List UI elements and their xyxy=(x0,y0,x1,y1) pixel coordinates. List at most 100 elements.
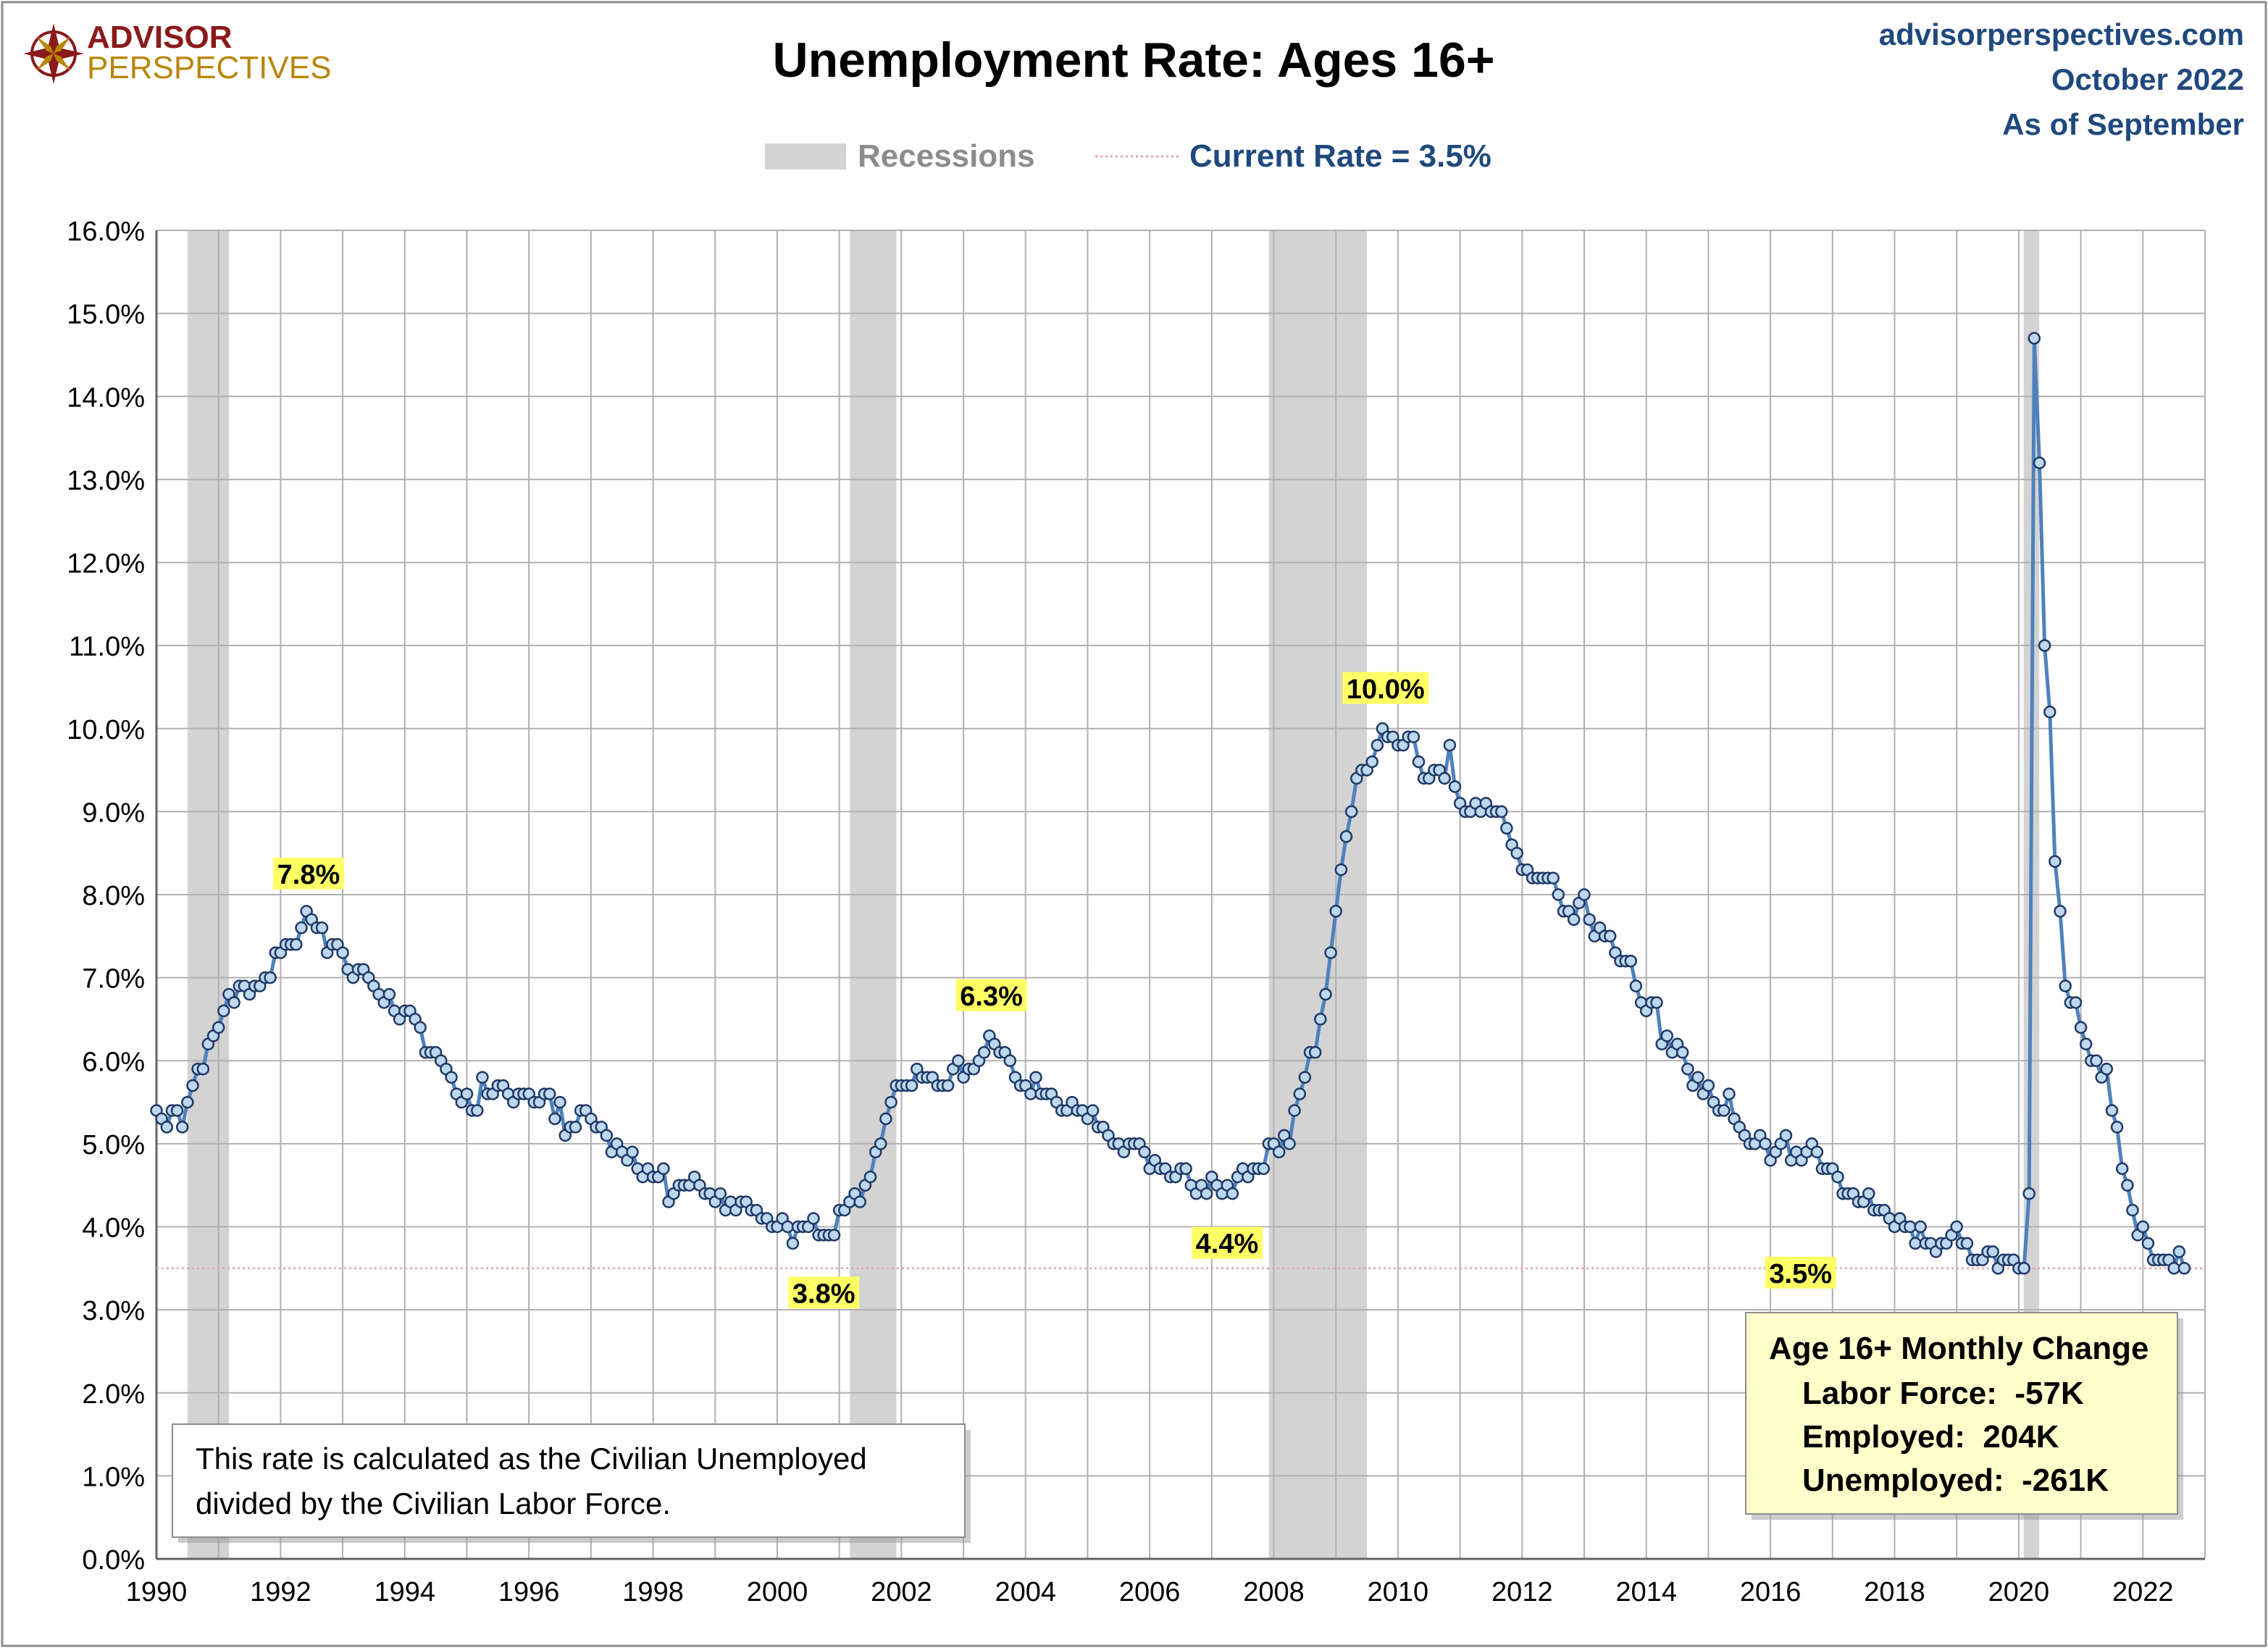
data-point xyxy=(781,1220,795,1234)
data-point xyxy=(1779,1129,1793,1142)
y-tick-label: 10.0% xyxy=(67,715,145,745)
data-point xyxy=(1960,1237,1974,1250)
data-point xyxy=(977,1046,991,1059)
x-tick-label: 2008 xyxy=(1243,1577,1305,1607)
note-line-2: divided by the Civilian Labor Force. xyxy=(196,1486,671,1521)
data-point xyxy=(175,1121,189,1134)
data-point xyxy=(1759,1137,1772,1150)
data-point xyxy=(2038,639,2051,652)
report-date: October 2022 xyxy=(2051,62,2244,96)
data-point xyxy=(1862,1187,1875,1200)
data-point xyxy=(1324,946,1337,959)
as-of-date: As of September xyxy=(2002,107,2244,141)
data-point xyxy=(1723,1087,1736,1100)
y-tick-label: 5.0% xyxy=(82,1130,145,1160)
data-point xyxy=(2049,855,2062,868)
y-tick-label: 16.0% xyxy=(67,217,145,247)
data-point xyxy=(2121,1179,2134,1192)
data-point xyxy=(1567,913,1581,927)
data-point xyxy=(1438,771,1451,785)
site-url: advisorperspectives.com xyxy=(1879,17,2244,51)
data-point xyxy=(2136,1220,2150,1234)
data-point xyxy=(2074,1021,2088,1034)
data-point xyxy=(1344,805,1358,819)
y-tick-label: 1.0% xyxy=(82,1462,145,1492)
logo-top-text: ADVISOR xyxy=(87,20,232,55)
data-point xyxy=(1448,780,1462,793)
data-point xyxy=(1495,805,1508,819)
data-point xyxy=(336,946,349,959)
data-point xyxy=(476,1071,489,1084)
data-point xyxy=(600,1129,614,1142)
x-tick-label: 2010 xyxy=(1368,1577,1429,1607)
series-markers xyxy=(150,332,2191,1275)
data-point xyxy=(2090,1054,2103,1068)
data-point xyxy=(941,1079,955,1092)
summary-labor-force: Labor Force: -57K xyxy=(1802,1376,2084,1411)
data-point xyxy=(1691,1071,1704,1084)
data-point xyxy=(1293,1087,1307,1100)
data-point xyxy=(1547,871,1560,884)
data-point xyxy=(382,987,396,1001)
data-point xyxy=(1003,1054,1017,1068)
data-point xyxy=(1329,905,1342,918)
data-point xyxy=(1257,1162,1271,1176)
data-point xyxy=(1660,1029,1674,1042)
x-tick-label: 2020 xyxy=(1988,1577,2050,1607)
annotation-label: 7.8% xyxy=(272,857,344,890)
data-point xyxy=(569,1121,582,1134)
data-point xyxy=(2054,905,2067,918)
annotation-label: 3.5% xyxy=(1765,1256,1836,1289)
y-tick-label: 2.0% xyxy=(82,1379,145,1410)
x-tick-label: 1992 xyxy=(250,1577,311,1607)
x-tick-label: 2012 xyxy=(1491,1577,1553,1607)
data-point xyxy=(657,1162,670,1176)
y-tick-label: 14.0% xyxy=(67,382,145,413)
y-tick-label: 4.0% xyxy=(82,1213,145,1244)
data-point xyxy=(807,1212,820,1225)
data-point xyxy=(2079,1037,2093,1051)
data-point xyxy=(186,1079,199,1092)
data-point xyxy=(905,1079,919,1092)
y-tick-label: 13.0% xyxy=(67,466,145,496)
peak-trough-labels: 7.8% 3.8% 6.3% 4.4% 10.0% 3.5% xyxy=(272,672,1836,1309)
data-point xyxy=(1681,1062,1694,1076)
y-tick-label: 11.0% xyxy=(69,632,145,662)
data-point xyxy=(1365,755,1378,769)
data-point xyxy=(2115,1162,2129,1176)
legend: Recessions Current Rate = 3.5% xyxy=(765,138,1491,174)
data-point xyxy=(1272,1145,1286,1159)
note-box xyxy=(172,1423,966,1538)
data-point xyxy=(543,1087,556,1100)
data-point xyxy=(1283,1137,1296,1150)
data-point xyxy=(2069,996,2083,1009)
data-point xyxy=(196,1062,210,1076)
svg-text:3.8%: 3.8% xyxy=(792,1279,855,1309)
x-tick-label: 2022 xyxy=(2112,1577,2174,1607)
data-point xyxy=(884,1095,897,1109)
x-tick-label: 1994 xyxy=(374,1577,436,1607)
data-point xyxy=(2177,1262,2191,1275)
y-tick-label: 15.0% xyxy=(67,300,145,330)
data-point xyxy=(1024,1087,1037,1100)
data-point xyxy=(1552,888,1565,901)
data-point xyxy=(1624,954,1638,968)
data-point xyxy=(1443,738,1457,752)
data-point xyxy=(2126,1203,2139,1217)
data-point xyxy=(227,996,240,1009)
x-tick-label: 2014 xyxy=(1615,1577,1677,1607)
data-point xyxy=(1578,888,1591,901)
data-point xyxy=(1314,1013,1327,1026)
data-point xyxy=(1914,1220,1927,1234)
data-point xyxy=(1179,1162,1192,1176)
data-point xyxy=(1950,1220,1963,1234)
data-point xyxy=(2033,456,2046,469)
data-point xyxy=(2028,332,2041,345)
data-point xyxy=(1650,996,1663,1009)
x-tick-label: 1990 xyxy=(126,1577,188,1607)
data-point xyxy=(1200,1187,1213,1200)
data-point xyxy=(863,1170,877,1184)
x-tick-label: 1998 xyxy=(622,1577,684,1607)
data-point xyxy=(181,1095,194,1109)
data-point xyxy=(170,1104,184,1117)
